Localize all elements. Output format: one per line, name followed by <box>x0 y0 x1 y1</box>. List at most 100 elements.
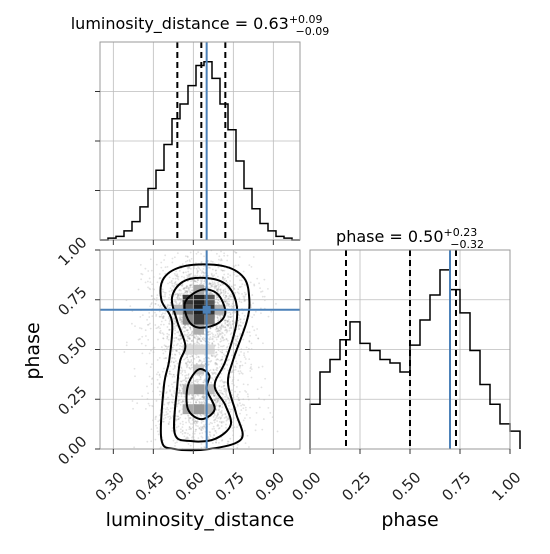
scatter-sample-point <box>211 285 214 288</box>
scatter-sample-point <box>219 300 221 303</box>
scatter-sample-point <box>259 287 261 290</box>
scatter-sample-point <box>217 412 219 414</box>
scatter-sample-point <box>189 292 192 294</box>
scatter-sample-point <box>210 381 213 384</box>
scatter-sample-point <box>194 422 197 425</box>
distance-tick-label: 0.60 <box>172 468 208 504</box>
scatter-sample-point <box>182 326 185 329</box>
scatter-sample-point <box>149 288 152 291</box>
scatter-sample-point <box>221 269 224 272</box>
scatter-sample-point <box>180 337 183 340</box>
scatter-sample-point <box>201 396 203 399</box>
scatter-sample-point <box>131 400 134 402</box>
scatter-sample-point <box>215 368 218 371</box>
scatter-sample-point <box>240 350 242 353</box>
scatter-sample-point <box>160 261 163 264</box>
scatter-sample-point <box>197 338 200 341</box>
scatter-sample-point <box>242 419 245 422</box>
scatter-sample-point <box>155 373 158 376</box>
scatter-sample-point <box>188 337 191 340</box>
scatter-sample-point <box>159 327 161 330</box>
scatter-sample-point <box>187 337 189 340</box>
scatter-sample-point <box>199 335 202 338</box>
scatter-sample-point <box>160 320 163 323</box>
scatter-sample-point <box>219 417 222 420</box>
scatter-sample-point <box>187 437 190 440</box>
scatter-sample-point <box>199 401 201 404</box>
scatter-sample-point <box>215 296 218 299</box>
scatter-sample-point <box>172 277 174 280</box>
scatter-sample-point <box>196 279 199 281</box>
x-axis-label-phase: phase <box>381 509 438 531</box>
scatter-sample-point <box>166 347 168 350</box>
scatter-sample-point <box>208 357 211 360</box>
scatter-sample-point <box>225 310 228 313</box>
scatter-sample-point <box>207 436 210 439</box>
scatter-sample-point <box>171 401 173 403</box>
scatter-sample-point <box>179 318 182 321</box>
scatter-sample-point <box>224 389 227 392</box>
scatter-sample-point <box>188 276 191 279</box>
scatter-sample-point <box>174 444 176 447</box>
scatter-sample-point <box>179 334 182 337</box>
scatter-sample-point <box>207 360 210 363</box>
scatter-sample-point <box>237 324 240 327</box>
scatter-sample-point <box>209 330 211 333</box>
scatter-sample-point <box>188 428 191 431</box>
scatter-sample-point <box>149 258 152 261</box>
scatter-sample-point <box>227 304 230 307</box>
scatter-sample-point <box>183 395 186 398</box>
scatter-sample-point <box>217 288 220 291</box>
scatter-sample-point <box>214 400 217 403</box>
scatter-sample-point <box>182 271 185 274</box>
scatter-sample-point <box>202 271 205 274</box>
scatter-sample-point <box>217 336 219 338</box>
scatter-sample-point <box>156 430 159 433</box>
scatter-sample-point <box>219 411 221 413</box>
scatter-sample-point <box>183 333 186 336</box>
scatter-sample-point <box>204 378 206 381</box>
scatter-sample-point <box>211 342 214 345</box>
scatter-sample-point <box>214 373 217 376</box>
scatter-sample-point <box>161 288 164 291</box>
scatter-sample-point <box>162 323 165 326</box>
scatter-sample-point <box>155 315 158 317</box>
scatter-sample-point <box>191 417 194 419</box>
scatter-sample-point <box>155 327 158 330</box>
scatter-sample-point <box>246 393 249 396</box>
scatter-sample-point <box>215 358 218 361</box>
scatter-sample-point <box>222 325 225 327</box>
scatter-sample-point <box>179 403 182 406</box>
scatter-sample-point <box>172 381 175 384</box>
scatter-sample-point <box>195 362 198 365</box>
scatter-sample-point <box>170 383 173 386</box>
scatter-sample-point <box>221 278 224 280</box>
scatter-sample-point <box>179 292 181 295</box>
scatter-sample-point <box>158 277 161 279</box>
scatter-sample-point <box>231 285 233 288</box>
scatter-sample-point <box>149 281 152 284</box>
scatter-sample-point <box>202 267 205 270</box>
scatter-sample-point <box>225 302 228 305</box>
square-marker-icon <box>202 305 211 314</box>
scatter-sample-point <box>157 420 160 423</box>
scatter-sample-point <box>158 393 161 396</box>
scatter-sample-point <box>229 274 232 277</box>
scatter-sample-point <box>191 289 194 292</box>
scatter-sample-point <box>250 266 253 268</box>
scatter-sample-point <box>174 353 177 356</box>
scatter-sample-point <box>195 401 198 404</box>
scatter-sample-point <box>203 446 206 449</box>
scatter-sample-point <box>198 267 201 270</box>
scatter-sample-point <box>256 388 259 391</box>
scatter-sample-point <box>230 293 233 296</box>
scatter-sample-point <box>188 425 191 428</box>
scatter-sample-point <box>186 255 189 258</box>
scatter-sample-point <box>158 273 161 275</box>
scatter-sample-point <box>221 335 224 338</box>
scatter-sample-point <box>186 365 189 368</box>
scatter-sample-point <box>207 357 210 359</box>
scatter-sample-point <box>233 288 236 291</box>
scatter-sample-point <box>144 344 147 347</box>
scatter-sample-point <box>218 389 221 392</box>
